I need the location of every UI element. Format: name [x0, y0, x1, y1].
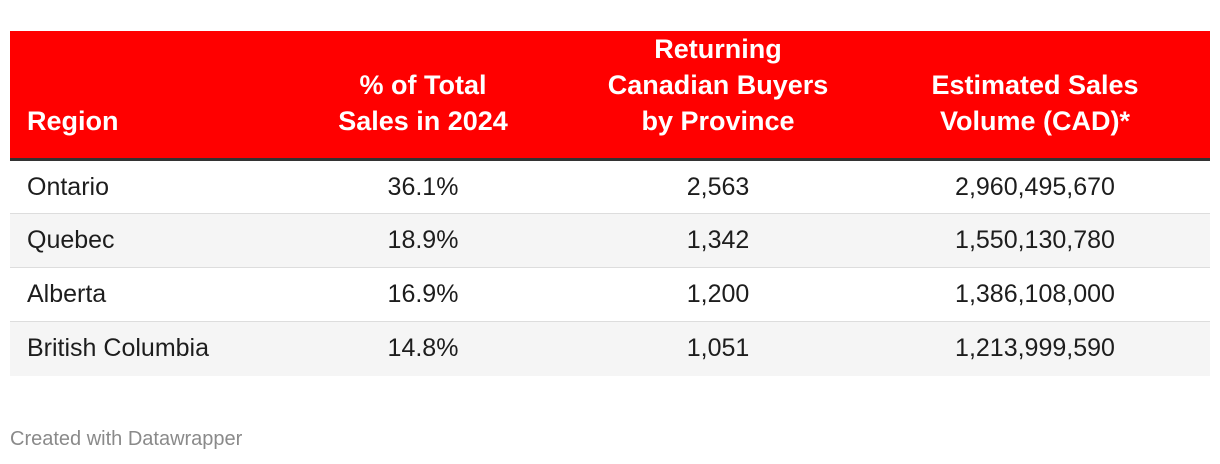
header-line: Volume (CAD)* — [939, 106, 1130, 136]
table-row: Quebec 18.9% 1,342 1,550,130,780 — [10, 213, 1210, 268]
sales-table: Region % of Total Sales in 2024 Returnin… — [10, 31, 1210, 376]
header-line: by Province — [641, 106, 795, 136]
column-header-estimated-sales-volume[interactable]: Estimated Sales Volume (CAD)* — [860, 31, 1210, 161]
table-row: Alberta 16.9% 1,200 1,386,108,000 — [10, 267, 1210, 322]
cell-percent-total-sales: 16.9% — [270, 267, 576, 322]
cell-percent-total-sales: 18.9% — [270, 213, 576, 268]
column-header-region[interactable]: Region — [10, 31, 270, 161]
header-row: Region % of Total Sales in 2024 Returnin… — [10, 31, 1210, 161]
header-line: Returning — [654, 34, 782, 64]
cell-estimated-sales-volume: 1,213,999,590 — [955, 334, 1115, 363]
column-header-returning-buyers[interactable]: Returning Canadian Buyers by Province — [576, 31, 860, 161]
cell-region: Quebec — [10, 213, 270, 268]
cell-returning-buyers: 1,051 — [686, 334, 750, 363]
cell-estimated-sales-volume: 1,386,108,000 — [860, 267, 1210, 322]
table-header: Region % of Total Sales in 2024 Returnin… — [10, 31, 1210, 161]
cell-returning-buyers: 1,200 — [576, 267, 860, 322]
header-line: Canadian Buyers — [607, 70, 829, 100]
cell-estimated-sales-volume: 2,960,495,670 — [860, 159, 1210, 214]
table-row: Ontario 36.1% 2,563 2,960,495,670 — [10, 159, 1210, 214]
cell-estimated-sales-volume: 1,550,130,780 — [860, 213, 1210, 268]
datawrapper-credit[interactable]: Created with Datawrapper — [10, 428, 243, 450]
cell-returning-buyers: 2,563 — [576, 159, 860, 214]
cell-percent-total-sales: 36.1% — [270, 159, 576, 214]
data-table-container: Region % of Total Sales in 2024 Returnin… — [10, 31, 1210, 376]
cell-returning-buyers: 1,342 — [576, 213, 860, 268]
cell-percent-total-sales: 14.8% — [387, 334, 459, 363]
cell-region: Ontario — [10, 159, 270, 214]
table-body: Ontario 36.1% 2,563 2,960,495,670 Quebec… — [10, 159, 1210, 376]
header-line: Estimated Sales — [931, 70, 1139, 100]
header-line: Region — [27, 106, 119, 136]
table-row: British Columbia 14.8% 1,051 1,213,999,5… — [10, 321, 1210, 376]
header-line: % of Total — [359, 70, 487, 100]
header-line: Sales in 2024 — [338, 106, 508, 136]
cell-region: British Columbia — [27, 334, 210, 363]
cell-region: Alberta — [10, 267, 270, 322]
column-header-percent-total-sales[interactable]: % of Total Sales in 2024 — [270, 31, 576, 161]
